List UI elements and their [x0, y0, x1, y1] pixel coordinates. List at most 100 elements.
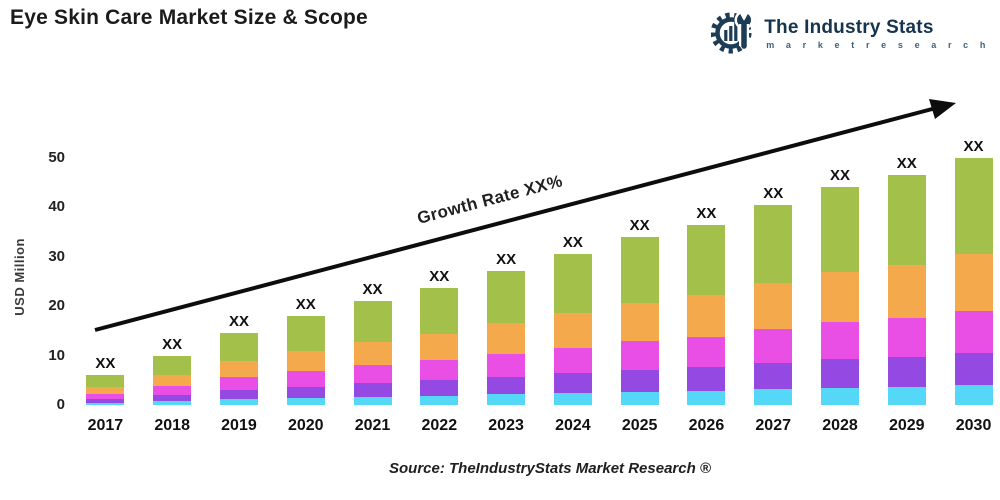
bar-segment-cyan-segment [487, 394, 526, 405]
bar-segment-purple-segment [887, 356, 926, 387]
source-note: Source: TheIndustryStats Market Research… [389, 460, 711, 477]
stacked-bar: XX [286, 296, 325, 405]
bar-segment-cyan-segment [286, 398, 325, 405]
x-axis-category-label: 2019 [221, 417, 257, 434]
bar-segment-magenta-segment [887, 317, 926, 357]
bar-segment-cyan-segment [887, 386, 926, 405]
bar-segment-orange-segment [553, 312, 592, 348]
bar-segment-orange-segment [86, 386, 125, 394]
x-axis-category-label: 2030 [955, 417, 992, 434]
stacked-bar: XX [219, 313, 258, 405]
bar-segment-cyan-segment [219, 399, 258, 405]
bar-segment-orange-segment [286, 351, 325, 372]
y-tick-label: 50 [48, 148, 65, 166]
bar-value-label: XX [362, 281, 383, 299]
bar-segment-purple-segment [86, 398, 125, 403]
logo-name: The Industry Stats [764, 16, 934, 38]
stacked-bar: XX [820, 167, 859, 405]
x-axis-category-label: 2027 [755, 417, 791, 434]
bar-value-label: XX [95, 355, 116, 373]
bar-segment-orange-segment [954, 254, 993, 311]
bar-segment-cyan-segment [553, 393, 592, 405]
bar-group: XX 2017 [72, 100, 139, 434]
x-axis-category-label: 2017 [87, 417, 124, 434]
stacked-bar: XX [420, 268, 459, 405]
bar-value-label: XX [829, 167, 850, 185]
y-tick-label: 40 [48, 198, 65, 215]
x-axis-category-label: 2029 [888, 417, 925, 434]
bar-segment-orange-segment [487, 323, 526, 355]
bar-group: XX 2020 [272, 100, 339, 434]
bar-group: XX 2030 [940, 100, 1000, 434]
bar-segment-green-segment [687, 224, 726, 296]
bar-segment-cyan-segment [153, 401, 192, 405]
bar-segment-green-segment [954, 157, 993, 255]
stacked-bar: XX [754, 185, 793, 405]
y-tick-label: 30 [48, 247, 65, 265]
x-axis-category-label: 2020 [287, 417, 324, 434]
bar-segment-orange-segment [153, 374, 192, 387]
bar-segment-magenta-segment [954, 310, 993, 353]
bar-value-label: XX [429, 268, 450, 286]
stacked-bar: XX [887, 155, 926, 405]
x-axis-category-label: 2025 [621, 417, 658, 434]
bar-segment-magenta-segment [754, 328, 793, 363]
bar-segment-magenta-segment [353, 365, 392, 384]
bar-segment-orange-segment [754, 282, 793, 329]
stacked-bar: XX [153, 336, 192, 406]
bar-segment-purple-segment [487, 376, 526, 395]
bar-group: XX 2023 [473, 100, 540, 434]
bar-segment-orange-segment [887, 264, 926, 318]
x-axis-category-label: 2028 [822, 417, 858, 434]
bar-segment-magenta-segment [420, 360, 459, 381]
y-tick-label: 10 [48, 346, 65, 364]
bar-segment-orange-segment [687, 295, 726, 337]
stacked-bar: XX [487, 251, 526, 405]
bar-segment-purple-segment [219, 389, 258, 400]
bar-segment-magenta-segment [820, 322, 859, 360]
stacked-bar: XX [553, 234, 592, 405]
stacked-bar: XX [620, 217, 659, 405]
bar-segment-purple-segment [754, 362, 793, 390]
bar-group: XX 2024 [539, 100, 606, 434]
bar-segment-green-segment [754, 204, 793, 283]
x-axis-category-label: 2023 [488, 417, 524, 434]
bar-segment-orange-segment [219, 360, 258, 378]
bar-segment-magenta-segment [687, 336, 726, 368]
bar-segment-purple-segment [820, 359, 859, 388]
stacked-bar: XX [86, 355, 125, 405]
bar-segment-magenta-segment [286, 371, 325, 387]
bar-segment-green-segment [153, 355, 192, 375]
bar-segment-orange-segment [620, 302, 659, 342]
bar-group: XX 2027 [740, 100, 807, 434]
bar-group: XX 2028 [807, 100, 874, 434]
bar-value-label: XX [629, 216, 650, 234]
bar-segment-purple-segment [553, 373, 592, 394]
bar-segment-magenta-segment [219, 377, 258, 390]
bar-value-label: XX [562, 234, 583, 252]
bar-segment-green-segment [553, 254, 592, 313]
bar-group: XX 2022 [406, 100, 473, 434]
bar-segment-green-segment [219, 332, 258, 361]
bar-segment-purple-segment [954, 353, 993, 386]
bar-segment-magenta-segment [487, 354, 526, 377]
bar-segment-magenta-segment [620, 341, 659, 370]
bar-value-label: XX [228, 312, 249, 330]
bar-segment-orange-segment [820, 272, 859, 323]
y-tick-label: 20 [48, 297, 65, 314]
bar-segment-purple-segment [687, 367, 726, 391]
bar-segment-green-segment [620, 236, 659, 303]
bar-value-label: XX [162, 335, 183, 353]
bar-value-label: XX [295, 296, 316, 314]
bar-group: XX 2025 [606, 100, 673, 434]
x-axis-category-label: 2022 [421, 417, 458, 434]
bar-segment-green-segment [420, 288, 459, 334]
bar-segment-green-segment [487, 271, 526, 324]
page-title: Eye Skin Care Market Size & Scope [10, 6, 368, 29]
bar-segment-cyan-segment [954, 385, 993, 405]
bar-value-label: XX [496, 251, 517, 269]
bar-segment-purple-segment [353, 383, 392, 397]
stacked-bar: XX [687, 205, 726, 405]
bar-segment-magenta-segment [153, 386, 192, 395]
